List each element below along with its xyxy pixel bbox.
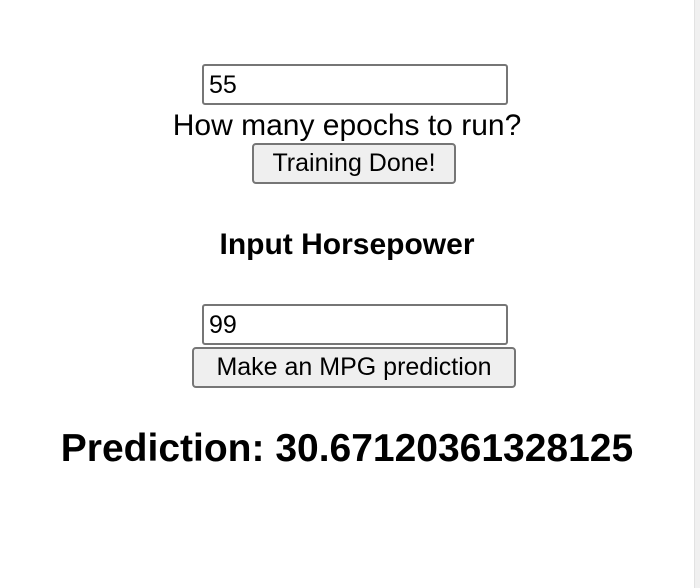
horsepower-input[interactable] xyxy=(202,304,508,345)
prediction-result: Prediction: 30.67120361328125 xyxy=(60,427,634,470)
scrollbar-track[interactable] xyxy=(694,0,700,588)
epochs-input[interactable] xyxy=(202,64,508,105)
make-prediction-button[interactable]: Make an MPG prediction xyxy=(192,347,516,388)
horsepower-heading: Input Horsepower xyxy=(219,228,475,261)
training-done-button[interactable]: Training Done! xyxy=(252,143,456,184)
epochs-label: How many epochs to run? xyxy=(172,109,522,142)
